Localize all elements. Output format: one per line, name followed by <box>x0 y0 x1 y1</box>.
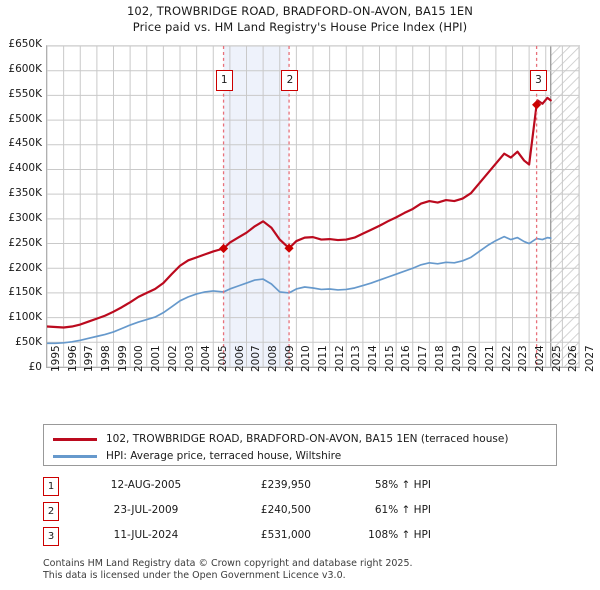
x-axis-tick-label: 2007 <box>250 345 263 372</box>
transaction-hpi-delta: 58% ↑ HPI <box>374 479 431 491</box>
sale-marker-2[interactable]: 2 <box>281 70 299 91</box>
legend-label: HPI: Average price, terraced house, Wilt… <box>106 450 342 462</box>
x-axis-tick-label: 2004 <box>200 345 213 372</box>
table-row[interactable]: 3 11-JUL-2024 £531,000 108% ↑ HPI <box>43 527 563 547</box>
x-axis-tick-label: 2026 <box>567 345 580 372</box>
x-axis-tick-label: 2018 <box>433 345 446 372</box>
transaction-price: £239,950 <box>260 479 311 491</box>
x-axis-tick-label: 2010 <box>300 345 313 372</box>
sale-marker-3[interactable]: 3 <box>529 70 547 91</box>
x-axis-tick-label: 2008 <box>266 345 279 372</box>
x-axis-tick-label: 2020 <box>467 345 480 372</box>
transaction-index-badge: 2 <box>43 502 59 521</box>
footer-line-1: Contains HM Land Registry data © Crown c… <box>43 558 413 569</box>
x-axis-tick-label: 2025 <box>550 345 563 372</box>
x-axis-tick-label: 2000 <box>133 345 146 372</box>
legend-swatch-line <box>53 438 97 441</box>
x-axis-tick-label: 2002 <box>166 345 179 372</box>
chart-plot-area <box>46 45 580 368</box>
page-title: 102, TROWBRIDGE ROAD, BRADFORD-ON-AVON, … <box>127 4 473 18</box>
transaction-index-badge: 3 <box>43 527 59 546</box>
x-axis-tick-label: 2024 <box>533 345 546 372</box>
x-axis-tick-label: 2017 <box>417 345 430 372</box>
transaction-date: 23-JUL-2009 <box>113 504 179 516</box>
x-axis-tick-label: 1996 <box>66 345 79 372</box>
transaction-hpi-delta: 61% ↑ HPI <box>374 504 431 516</box>
footer-line-2: This data is licensed under the Open Gov… <box>43 569 346 581</box>
table-row[interactable]: 2 23-JUL-2009 £240,500 61% ↑ HPI <box>43 502 563 522</box>
legend-swatch-line <box>53 455 97 458</box>
transaction-date: 11-JUL-2024 <box>113 529 179 541</box>
transaction-index-badge: 1 <box>43 477 59 496</box>
x-axis-tick-label: 2023 <box>517 345 530 372</box>
x-axis-tick-label: 1997 <box>83 345 96 372</box>
x-axis-tick-label: 1998 <box>100 345 113 372</box>
x-axis-tick-label: 2015 <box>383 345 396 372</box>
x-axis-tick-label: 2005 <box>216 345 229 372</box>
x-axis-tick-label: 2011 <box>317 345 329 372</box>
footer-attribution: Contains HM Land Registry data © Crown c… <box>43 558 583 581</box>
page-subtitle: Price paid vs. HM Land Registry's House … <box>132 20 468 34</box>
transaction-date: 12-AUG-2005 <box>110 479 182 491</box>
x-axis-tick-label: 2003 <box>183 345 196 372</box>
x-axis-tick-label: 1999 <box>116 345 129 372</box>
x-axis-tick-label: 2016 <box>400 345 413 372</box>
x-axis-tick-label: 2022 <box>500 345 513 372</box>
chart-canvas <box>47 46 579 367</box>
chart-legend: 102, TROWBRIDGE ROAD, BRADFORD-ON-AVON, … <box>43 424 557 466</box>
transaction-price: £531,000 <box>260 529 311 541</box>
x-axis-tick-label: 2006 <box>233 345 246 372</box>
x-axis-tick-label: 2021 <box>483 345 496 372</box>
sale-marker-1[interactable]: 1 <box>215 70 233 91</box>
x-axis-tick-label: 2013 <box>350 345 363 372</box>
x-axis-tick-label: 2001 <box>150 345 163 372</box>
legend-label: 102, TROWBRIDGE ROAD, BRADFORD-ON-AVON, … <box>106 433 509 445</box>
x-axis-tick-label: 2027 <box>584 345 596 372</box>
x-axis-tick-label: 2012 <box>333 345 346 372</box>
x-axis-tick-label: 2014 <box>367 345 380 372</box>
table-row[interactable]: 1 12-AUG-2005 £239,950 58% ↑ HPI <box>43 477 563 497</box>
transaction-hpi-delta: 108% ↑ HPI <box>368 529 431 541</box>
x-axis-tick-label: 2019 <box>450 345 463 372</box>
x-axis-tick-label: 1995 <box>50 345 62 372</box>
transaction-price: £240,500 <box>260 504 311 516</box>
x-axis-tick-label: 2009 <box>283 345 296 372</box>
